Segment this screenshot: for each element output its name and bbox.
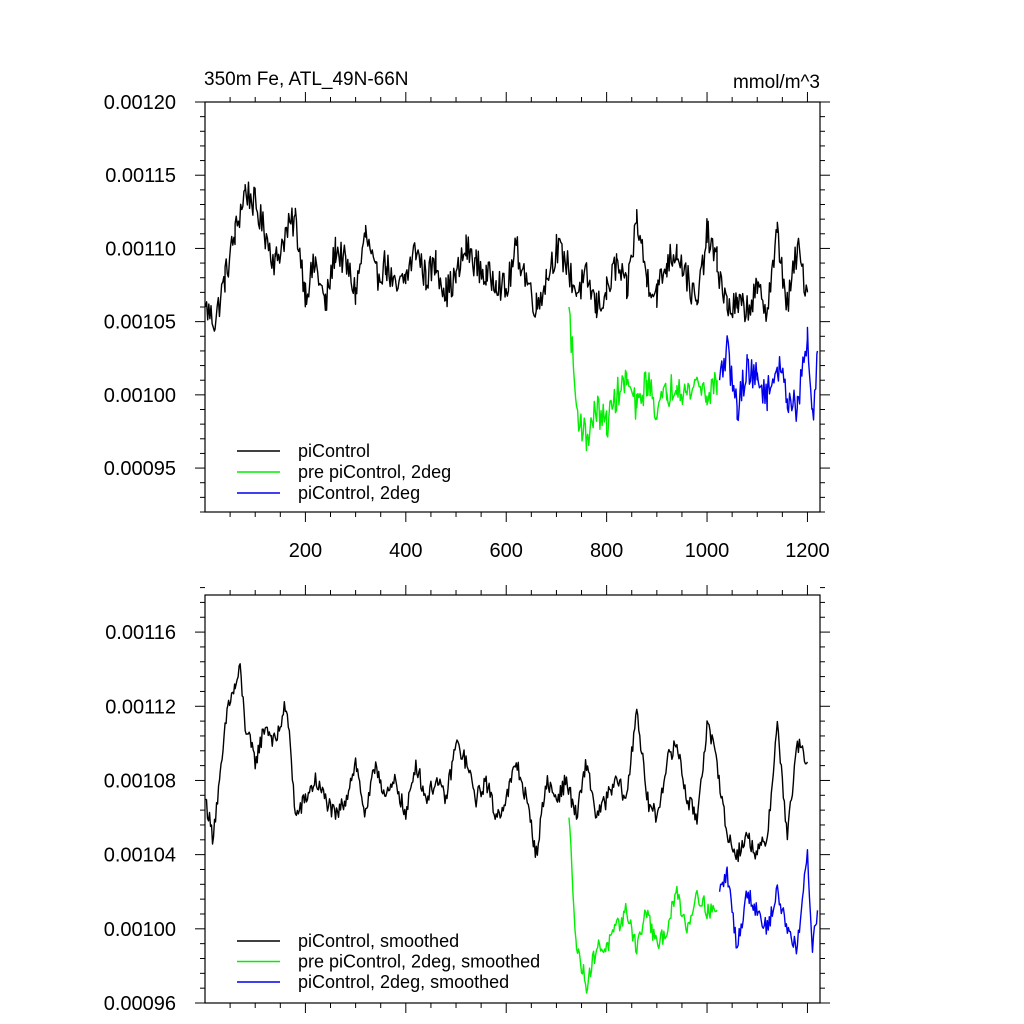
y-tick-label: 0.00100	[104, 919, 176, 941]
series-line-0	[205, 181, 809, 332]
units-label: mmol/m^3	[733, 72, 820, 93]
legend-label-2: piControl, 2deg	[298, 483, 420, 503]
series-line-2	[718, 326, 819, 422]
x-tick-label: 1000	[685, 540, 730, 562]
y-tick-label: 0.00116	[105, 622, 176, 644]
y-tick-label: 0.00096	[104, 993, 176, 1015]
series-line-2	[718, 848, 819, 955]
top-panel: 200 400 600 800 1000 1200 0.00095 0.00100 0.0010…	[104, 69, 830, 562]
legend-label-0: piControl	[298, 441, 370, 461]
x-tick-label: 600	[490, 540, 523, 562]
series-group	[205, 181, 819, 452]
y-tick-label: 0.00095	[104, 458, 176, 480]
bottom-panel: 0.00096 0.00100 0.00104 0.00108 0.00112 0.001…	[104, 585, 830, 1015]
series-group	[205, 663, 819, 994]
x-tick-label: 200	[289, 540, 322, 562]
y-tick-label: 0.00110	[105, 238, 176, 260]
x-tick-label: 800	[590, 540, 623, 562]
series-line-0	[205, 663, 809, 863]
legend-label-1: pre piControl, 2deg	[298, 462, 451, 482]
y-tick-label: 0.00112	[105, 696, 176, 718]
x-tick-label: 1200	[785, 540, 830, 562]
y-tick-label: 0.00104	[104, 845, 176, 867]
y-tick-label: 0.00100	[104, 385, 176, 407]
series-line-1	[568, 306, 718, 452]
plot-frame	[204, 594, 821, 1004]
series-line-1	[568, 817, 718, 994]
y-tick-label: 0.00105	[104, 312, 176, 334]
y-tick-label: 0.00115	[105, 165, 176, 187]
x-tick-label: 400	[389, 540, 422, 562]
chart-title: 350m Fe, ATL_49N-66N	[204, 69, 409, 90]
legend-label-1: pre piControl, 2deg, smoothed	[298, 952, 540, 972]
y-tick-label: 0.00108	[104, 770, 176, 792]
legend-label-2: piControl, 2deg, smoothed	[298, 972, 509, 992]
y-tick-label: 0.00120	[104, 92, 176, 114]
legend-label-0: piControl, smoothed	[298, 931, 459, 951]
